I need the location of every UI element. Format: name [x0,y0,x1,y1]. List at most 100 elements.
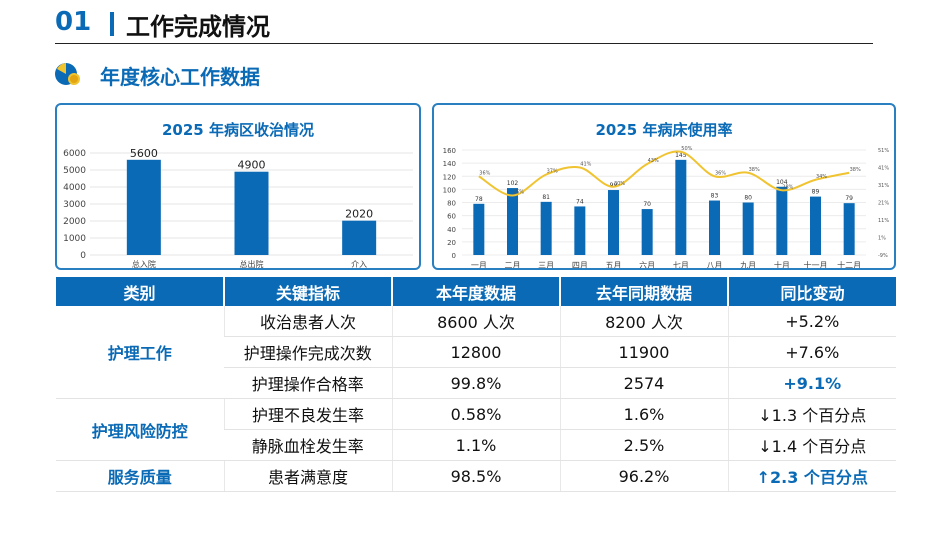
bar [234,171,269,255]
current-cell: 0.58% [391,398,560,430]
header-rule [55,43,873,44]
change-cell: +9.1% [727,367,896,399]
current-cell: 98.5% [391,460,560,492]
bar [641,209,653,255]
y-tick-label: 3000 [63,200,86,210]
data-label: 78 [475,196,483,203]
line-data-label: 25% [513,190,524,196]
bar [709,200,720,255]
data-label: 99 [610,182,618,189]
y-tick-label: 5000 [63,166,86,176]
data-label: 74 [576,198,584,205]
change-cell: +5.2% [727,306,896,337]
bar [810,196,821,255]
section-number: 01 [55,7,92,37]
x-tick-label: 九月 [740,261,756,268]
data-label: 5600 [130,147,158,160]
x-tick-label: 介入 [351,260,367,268]
core-data-table: 类别 关键指标 本年度数据 去年同期数据 同比变动 护理工作 收治患者人次 86… [56,277,896,492]
indicator-cell: 护理操作合格率 [224,367,392,399]
data-label: 79 [845,195,853,202]
category-cell: 护理风险防控 [56,398,224,461]
y2-tick-label: 1% [878,236,886,242]
data-label: 104 [776,179,788,186]
indicator-cell: 收治患者人次 [223,306,392,337]
x-tick-label: 十月 [774,260,790,268]
current-cell: 99.8% [391,367,560,399]
line-data-label: 28% [782,184,793,190]
x-tick-label: 四月 [572,261,588,268]
section-title: 年度核心工作数据 [100,65,260,89]
bar [608,190,619,255]
indicator-cell: 护理不良发生率 [223,398,392,430]
change-cell: ↑2.3 个百分点 [727,460,896,492]
current-cell: 8600 人次 [391,306,560,337]
bar [742,202,754,255]
x-tick-label: 总入院 [132,259,156,268]
table-row: 护理操作完成次数 12800 11900 +7.6% [56,336,896,368]
usage-rate-line [478,150,850,197]
admission-bar-chart: 2025 年病区收治情况 0 1000 2000 3000 4000 5000 6000 560… [63,121,413,268]
data-label: 102 [507,180,519,187]
bar [675,159,687,255]
y2-tick-label: 51% [878,148,889,154]
x-tick-label: 七月 [673,261,689,268]
y-tick-label: 100 [443,186,456,194]
current-cell: 1.1% [391,429,560,461]
y2-tick-label: 11% [878,218,889,224]
header-category: 类别 [56,277,225,306]
header-indicator: 关键指标 [224,277,393,306]
y-tick-label: 60 [447,213,456,221]
x-tick-label: 十二月 [837,260,861,268]
y2-tick-label: 21% [878,201,889,207]
previous-cell: 96.2% [559,460,728,492]
bed-usage-combo-chart: 2025 年病床使用率 0 20 40 60 80 100 120 140 160 -9% 1% 11%… [443,121,890,268]
y-tick-label: 160 [443,147,456,155]
chart-title: 2025 年病区收治情况 [162,121,314,139]
bar [574,206,586,255]
y-tick-label: 140 [443,160,456,168]
data-label: 4900 [238,159,266,172]
y2-tick-label: 41% [878,166,889,172]
data-label: 81 [542,194,550,201]
line-data-label: 36% [479,170,490,176]
line-data-label: 50% [681,146,692,152]
y-tick-label: 80 [447,200,456,208]
y-tick-label: 0 [80,251,86,261]
x-tick-label: 一月 [471,261,487,268]
line-data-label: 41% [580,162,591,168]
header-previous: 去年同期数据 [560,277,729,306]
previous-cell: 1.6% [559,398,728,430]
header-current: 本年度数据 [392,277,561,306]
y-tick-label: 40 [447,226,456,234]
line-data-label: 36% [715,170,726,176]
header-change: 同比变动 [728,277,896,306]
x-tick-label: 六月 [639,260,655,268]
bed-usage-chart-panel: 2025 年病床使用率 0 20 40 60 80 100 120 140 160 -9% 1% 11%… [432,103,896,270]
bar [843,203,855,255]
previous-cell: 2.5% [559,429,728,461]
page-title: 工作完成情况 [126,13,270,41]
table-row: 静脉血栓发生率 1.1% 2.5% ↓1.4 个百分点 [56,429,896,461]
y2-tick-label: -9% [878,253,888,259]
y-tick-label: 0 [452,252,456,260]
data-label: 80 [744,195,752,202]
change-cell: +7.6% [727,336,896,368]
y-tick-label: 4000 [63,183,86,193]
x-tick-label: 总出院 [240,259,264,268]
previous-cell: 8200 人次 [559,306,728,337]
x-tick-label: 二月 [505,261,521,268]
data-label: 145 [675,152,687,159]
table-row: 服务质量 患者满意度 98.5% 96.2% ↑2.3 个百分点 [56,460,896,492]
x-tick-label: 五月 [606,261,622,268]
bar [776,186,788,255]
indicator-cell: 护理操作完成次数 [224,336,392,368]
bar [473,203,485,255]
line-data-label: 37% [547,169,558,175]
data-label: 83 [711,193,719,200]
data-label: 2020 [345,208,373,221]
bar [342,220,377,255]
change-cell: ↓1.3 个百分点 [727,398,896,430]
chart-title: 2025 年病床使用率 [596,121,733,139]
x-tick-label: 八月 [707,261,723,268]
